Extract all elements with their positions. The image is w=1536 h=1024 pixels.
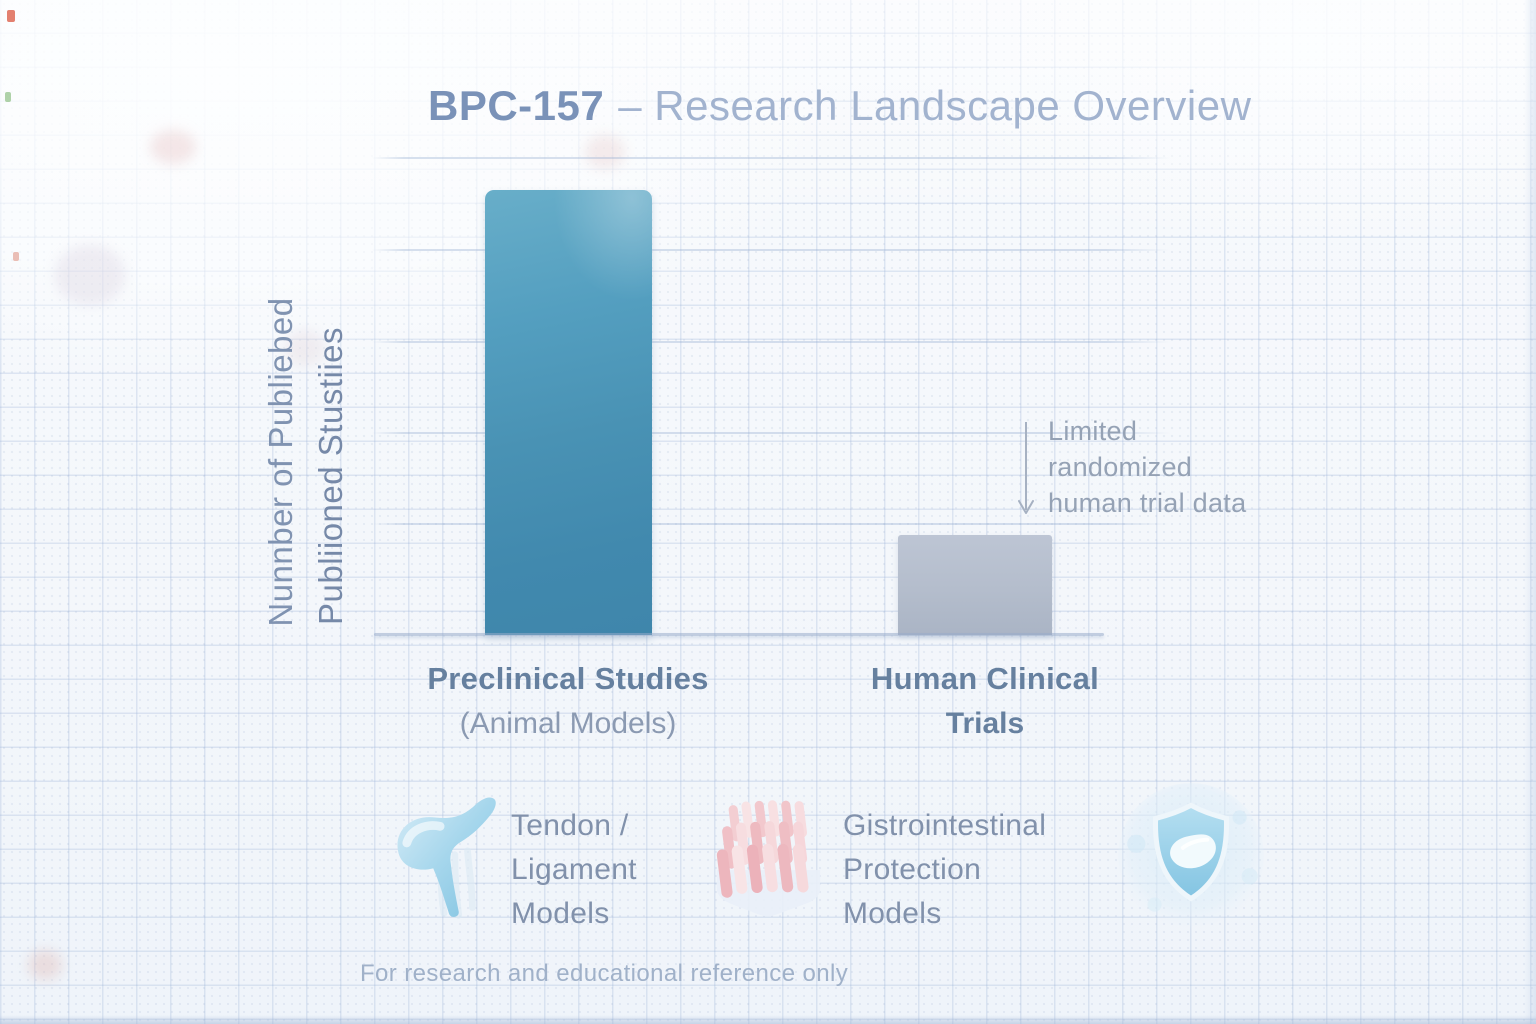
category-label-preclinical: Preclinical Studies (Animal Models) — [427, 661, 709, 740]
legend-label-tendon: Tendon / Ligament Models — [511, 809, 637, 930]
down-arrow-icon — [1018, 422, 1034, 514]
shield-protection-icon — [1118, 783, 1264, 929]
paper-bottom-edge — [0, 1015, 1536, 1024]
intestinal-villi-icon — [716, 800, 821, 917]
title-subtitle: – Research Landscape Overview — [618, 82, 1252, 129]
x-axis-baseline — [374, 633, 1104, 636]
footer-disclaimer: For research and educational reference o… — [360, 960, 849, 987]
tendon-ligament-icon — [397, 797, 496, 919]
chart-gridline — [372, 341, 1170, 343]
paper-right-edge — [1524, 0, 1536, 1024]
category-label-human-trials: Human Clinical Trials — [870, 661, 1100, 740]
bar-human-clinical-trials — [898, 535, 1052, 635]
page-title: BPC-157 – Research Landscape Overview — [428, 82, 1251, 130]
bar-preclinical-studies — [485, 190, 652, 635]
title-product-name: BPC-157 — [428, 82, 605, 129]
chart-gridline — [372, 523, 1170, 525]
chart-gridline — [372, 157, 1170, 159]
chart-gridline — [372, 432, 1170, 434]
legend-label-gastro: Gistrointestinal Protection Models — [843, 809, 1047, 930]
annotation-text: Limited randomized human trial data — [1048, 416, 1247, 518]
chart-gridline — [372, 249, 1170, 251]
